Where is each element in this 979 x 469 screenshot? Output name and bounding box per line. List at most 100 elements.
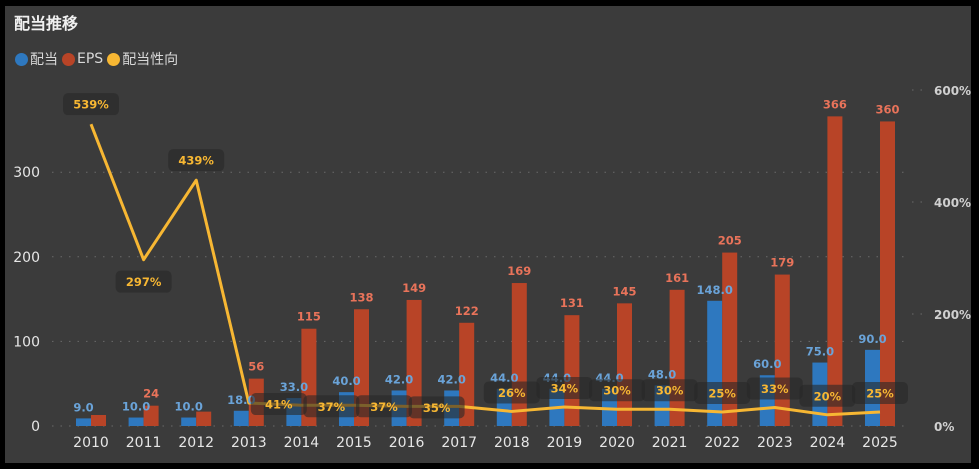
x-tick-label: 2014 bbox=[284, 435, 320, 451]
eps-data-label: 145 bbox=[612, 284, 636, 298]
x-tick-label: 2016 bbox=[389, 435, 425, 451]
legend-label: 配当性向 bbox=[122, 52, 179, 68]
x-tick-label: 2012 bbox=[178, 435, 214, 451]
dividend-data-label: 75.0 bbox=[806, 345, 834, 359]
x-tick-label: 2017 bbox=[441, 435, 477, 451]
dividend-data-label: 90.0 bbox=[858, 332, 886, 346]
dividend-data-label: 10.0 bbox=[122, 400, 150, 414]
eps-bar bbox=[196, 411, 212, 426]
legend-item-eps[interactable]: EPS bbox=[62, 51, 103, 67]
payout-data-label: 30% bbox=[603, 384, 631, 398]
eps-bar bbox=[880, 121, 895, 426]
payout-label-box bbox=[168, 149, 225, 172]
payout-data-label: 37% bbox=[370, 400, 398, 414]
dividend-bar bbox=[181, 417, 197, 426]
chart-title: 配当推移 bbox=[14, 14, 79, 33]
eps-data-label: 24 bbox=[143, 387, 159, 401]
y-right-tick-label: 200% bbox=[934, 308, 971, 322]
eps-bar bbox=[143, 405, 159, 426]
eps-data-label: 169 bbox=[507, 264, 531, 278]
dividend-data-label: 40.0 bbox=[332, 374, 360, 388]
payout-data-label: 25% bbox=[866, 387, 894, 401]
payout-data-label: 41% bbox=[265, 398, 293, 412]
legend-label: 配当 bbox=[30, 52, 58, 68]
dividend-data-label: 148.0 bbox=[697, 283, 733, 297]
payout-data-label: 30% bbox=[656, 384, 684, 398]
y-right-tick-label: 600% bbox=[934, 84, 971, 98]
x-tick-label: 2022 bbox=[704, 435, 740, 451]
x-tick-label: 2013 bbox=[231, 435, 267, 451]
dividend-bar bbox=[233, 410, 249, 426]
x-tick-label: 2020 bbox=[599, 435, 635, 451]
eps-data-label: 138 bbox=[349, 290, 373, 304]
x-tick-label: 2021 bbox=[652, 435, 688, 451]
legend: 配当 EPS 配当性向 bbox=[15, 49, 182, 69]
eps-bar bbox=[774, 274, 790, 426]
dividend-data-label: 18.0 bbox=[227, 393, 255, 407]
y-left-tick-label: 300 bbox=[13, 165, 40, 181]
payout-data-label: 26% bbox=[498, 386, 526, 400]
dividend-data-label: 9.0 bbox=[73, 400, 93, 414]
eps-bar bbox=[406, 299, 422, 426]
eps-data-label: 366 bbox=[823, 97, 847, 111]
legend-dot-icon bbox=[62, 52, 75, 66]
payout-label-box bbox=[408, 396, 465, 419]
payout-label-box bbox=[589, 379, 645, 402]
eps-data-label: 205 bbox=[718, 234, 742, 248]
dividend-data-label: 10.0 bbox=[175, 400, 203, 414]
legend-item-payout-ratio[interactable]: 配当性向 bbox=[107, 49, 178, 69]
dividend-bar bbox=[128, 417, 144, 426]
payout-label-box bbox=[536, 376, 593, 399]
eps-data-label: 56 bbox=[248, 360, 264, 374]
payout-label-box bbox=[356, 395, 412, 418]
payout-label-box bbox=[483, 381, 540, 404]
y-left-tick-label: 100 bbox=[13, 334, 40, 350]
y-right-tick-label: 400% bbox=[934, 196, 971, 210]
legend-dot-icon bbox=[107, 52, 121, 66]
dividend-data-label: 60.0 bbox=[753, 357, 781, 371]
y-left-tick-label: 0 bbox=[31, 419, 40, 435]
dividend-bar bbox=[707, 300, 723, 426]
eps-data-label: 161 bbox=[665, 271, 689, 285]
x-tick-label: 2015 bbox=[336, 435, 372, 451]
dividend-data-label: 48.0 bbox=[648, 367, 676, 381]
eps-data-label: 122 bbox=[455, 304, 479, 318]
x-tick-label: 2019 bbox=[547, 435, 583, 451]
eps-data-label: 149 bbox=[402, 281, 426, 295]
payout-label-box bbox=[799, 384, 856, 407]
legend-item-dividend[interactable]: 配当 bbox=[15, 49, 58, 69]
payout-data-label: 37% bbox=[318, 400, 346, 414]
payout-data-label: 35% bbox=[423, 401, 451, 415]
dividend-data-label: 44.0 bbox=[490, 371, 518, 385]
payout-data-label: 20% bbox=[814, 389, 842, 403]
payout-data-label: 33% bbox=[761, 382, 789, 396]
dividend-bar bbox=[76, 418, 91, 426]
x-tick-label: 2023 bbox=[757, 435, 793, 451]
payout-label-box bbox=[694, 382, 751, 404]
y-left-tick-label: 200 bbox=[13, 250, 40, 266]
dividend-data-label: 42.0 bbox=[385, 372, 413, 386]
payout-data-label: 25% bbox=[708, 387, 736, 401]
eps-bar bbox=[617, 303, 632, 426]
payout-data-label: 439% bbox=[178, 154, 214, 168]
payout-label-box bbox=[250, 393, 307, 416]
x-tick-label: 2024 bbox=[810, 435, 846, 451]
legend-label: EPS bbox=[77, 51, 104, 67]
eps-data-label: 360 bbox=[875, 102, 899, 116]
x-tick-label: 2018 bbox=[494, 435, 530, 451]
eps-data-label: 115 bbox=[297, 310, 321, 324]
payout-ratio-line bbox=[89, 123, 881, 417]
legend-dot-icon bbox=[15, 52, 28, 66]
x-tick-label: 2010 bbox=[73, 435, 109, 451]
payout-label-box bbox=[115, 270, 172, 293]
eps-bar bbox=[511, 283, 527, 426]
eps-data-label: 131 bbox=[560, 296, 584, 310]
x-tick-label: 2011 bbox=[126, 435, 162, 451]
payout-label-box bbox=[641, 379, 698, 402]
y-right-tick-label: 0% bbox=[934, 420, 954, 434]
payout-data-label: 34% bbox=[551, 381, 579, 395]
payout-data-label: 539% bbox=[73, 98, 109, 112]
eps-data-label: 179 bbox=[770, 256, 794, 270]
payout-data-label: 297% bbox=[126, 275, 162, 289]
